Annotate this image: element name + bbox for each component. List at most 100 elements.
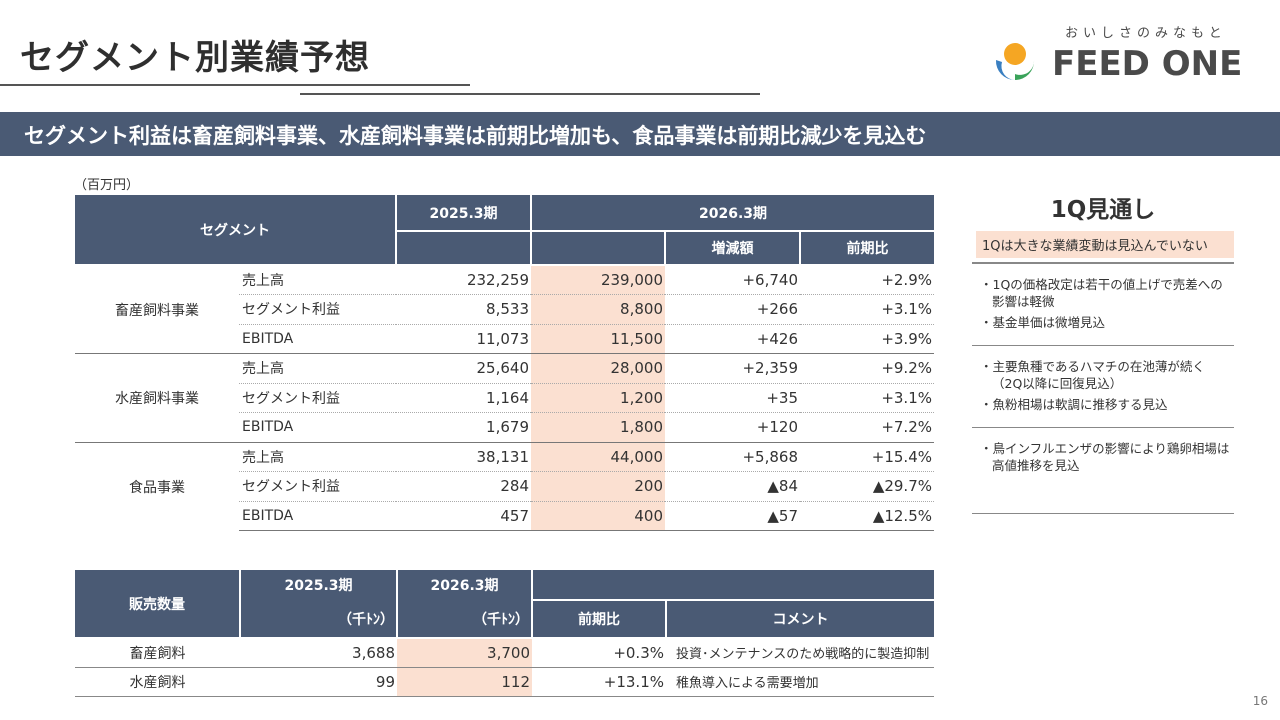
- outlook-bullet: ・主要魚種であるハマチの在池薄が続く（2Q以降に回復見込）: [980, 359, 1205, 391]
- header-yoy: 前期比: [800, 231, 934, 266]
- segment-name: 畜産飼料事業: [75, 264, 239, 354]
- value-yoy: ▲12.5%: [800, 500, 934, 531]
- feed-one-logo: おいしさのみなもと FEED ONE: [990, 22, 1260, 92]
- volume-yoy: +13.1%: [532, 667, 666, 697]
- value-change: ▲57: [665, 500, 800, 531]
- table-row: EBITDA 457 400 ▲57 ▲12.5%: [75, 500, 934, 531]
- q1-outlook-panel: 1Q見通し 1Qは大きな業績変動は見込んでいない ・1Qの価格改定は若干の値上げ…: [972, 195, 1234, 514]
- header-fy2026: 2026.3期: [531, 195, 934, 232]
- segment-name: 食品事業: [75, 441, 239, 531]
- value-fy2025: 8,533: [396, 294, 531, 324]
- metric-label: 売上高: [239, 353, 396, 383]
- outlook-block: ・1Qの価格改定は若干の値上げで売差への影響は軽微・基金単価は微増見込: [972, 264, 1234, 346]
- header-segment: セグメント: [75, 195, 397, 266]
- metric-label: 売上高: [239, 264, 396, 295]
- value-yoy: +15.4%: [800, 441, 934, 472]
- outlook-bullet: ・1Qの価格改定は若干の値上げで売差への影響は軽微: [980, 277, 1223, 309]
- outlook-bullet: ・基金単価は微増見込: [980, 315, 1106, 330]
- value-change: +426: [665, 323, 800, 354]
- logo-text: FEED ONE: [1052, 44, 1243, 84]
- value-fy2025: 1,164: [396, 382, 531, 413]
- header-fy2025-blank: [396, 231, 532, 266]
- outlook-title: 1Q見通し: [1050, 197, 1156, 223]
- value-fy2025: 457: [396, 500, 531, 531]
- table-row: 水産飼料 99 112 +13.1% 稚魚導入による需要増加: [75, 667, 934, 697]
- logo-tagline: おいしさのみなもと: [1065, 26, 1227, 41]
- segment-forecast-table: セグメント 2025.3期 2026.3期 増減額 前期比 畜産飼料事業 売上高 2…: [75, 195, 934, 531]
- header-fy2025: 2025.3期: [396, 195, 532, 232]
- header-change: 増減額: [665, 231, 801, 266]
- headline-banner: セグメント利益は畜産飼料事業、水産飼料事業は前期比増加も、食品事業は前期比減少を…: [0, 112, 1280, 156]
- volume-fy2025: 3,688: [240, 638, 397, 668]
- metric-label: 売上高: [239, 441, 396, 472]
- feed-one-logo-icon: [994, 40, 1036, 82]
- value-change: ▲84: [665, 471, 800, 501]
- table-row: セグメント利益 8,533 8,800 +266 +3.1%: [75, 294, 934, 324]
- unit-label: （百万円）: [74, 178, 140, 193]
- value-fy2025: 1,679: [396, 412, 531, 443]
- table-row: 畜産飼料 3,688 3,700 +0.3% 投資･メンテナンスのため戦略的に製造抑制: [75, 638, 934, 668]
- page-number: 16: [1252, 694, 1268, 708]
- value-yoy: +3.1%: [800, 382, 934, 413]
- value-yoy: +2.9%: [800, 264, 934, 295]
- value-fy2025: 38,131: [396, 441, 531, 472]
- page-title: セグメント別業績予想: [20, 38, 370, 78]
- product-name: 水産飼料: [75, 667, 240, 697]
- value-fy2026: 44,000: [531, 441, 665, 472]
- outlook-subtitle: 1Qは大きな業績変動は見込んでいない: [976, 231, 1234, 258]
- value-fy2026: 1,800: [531, 412, 665, 443]
- value-change: +2,359: [665, 353, 800, 383]
- segment-name: 水産飼料事業: [75, 353, 239, 442]
- volume-fy2026: 112: [397, 667, 532, 697]
- value-fy2025: 25,640: [396, 353, 531, 383]
- table-row: 水産飼料事業 売上高 25,640 28,000 +2,359 +9.2%: [75, 353, 934, 442]
- value-change: +266: [665, 294, 800, 324]
- value-fy2026: 28,000: [531, 353, 665, 383]
- volume-fy2025: 99: [240, 667, 397, 697]
- metric-label: セグメント利益: [239, 294, 396, 324]
- value-change: +5,868: [665, 441, 800, 472]
- title-rule: [0, 84, 470, 86]
- header-sales-volume: 販売数量: [75, 570, 241, 639]
- outlook-divider: [972, 262, 1234, 264]
- product-name: 畜産飼料: [75, 638, 240, 668]
- outlook-block: ・主要魚種であるハマチの在池薄が続く（2Q以降に回復見込） ・魚粉相場は軟調に推移…: [972, 346, 1234, 428]
- table-row: セグメント利益 284 200 ▲84 ▲29.7%: [75, 471, 934, 501]
- value-fy2026: 200: [531, 471, 665, 501]
- value-yoy: ▲29.7%: [800, 471, 934, 501]
- value-fy2025: 232,259: [396, 264, 531, 295]
- value-yoy: +3.1%: [800, 294, 934, 324]
- volume-comment: 稚魚導入による需要増加: [666, 667, 934, 697]
- value-change: +35: [665, 382, 800, 413]
- header-sales-fy2025: 2025.3期: [240, 570, 398, 600]
- value-change: +6,740: [665, 264, 800, 295]
- value-fy2026: 239,000: [531, 264, 665, 295]
- header-sales-comment: コメント: [666, 600, 934, 639]
- headline-text: セグメント利益は畜産飼料事業、水産飼料事業は前期比増加も、食品事業は前期比減少を…: [24, 124, 927, 148]
- value-change: +120: [665, 412, 800, 443]
- table-row: EBITDA 11,073 11,500 +426 +3.9%: [75, 323, 934, 354]
- value-fy2026: 11,500: [531, 323, 665, 354]
- metric-label: セグメント利益: [239, 382, 396, 413]
- value-fy2026: 1,200: [531, 382, 665, 413]
- title-rule: [300, 93, 760, 95]
- value-yoy: +3.9%: [800, 323, 934, 354]
- table-row: EBITDA 1,679 1,800 +120 +7.2%: [75, 412, 934, 443]
- outlook-bullet: ・鳥インフルエンザの影響により鶏卵相場は高値推移を見込: [980, 441, 1230, 473]
- outlook-block: ・鳥インフルエンザの影響により鶏卵相場は高値推移を見込: [972, 428, 1234, 514]
- metric-label: EBITDA: [239, 412, 396, 443]
- header-fy2026-blank: [531, 231, 666, 266]
- volume-yoy: +0.3%: [532, 638, 666, 668]
- metric-label: セグメント利益: [239, 471, 396, 501]
- table-row: セグメント利益 1,164 1,200 +35 +3.1%: [75, 382, 934, 413]
- value-yoy: +9.2%: [800, 353, 934, 383]
- metric-label: EBITDA: [239, 500, 396, 531]
- table-row: 食品事業 売上高 38,131 44,000 +5,868 +15.4%: [75, 441, 934, 531]
- value-yoy: +7.2%: [800, 412, 934, 443]
- value-fy2025: 11,073: [396, 323, 531, 354]
- header-sales-fy2026: 2026.3期: [397, 570, 533, 600]
- header-sales-blank: [532, 570, 934, 601]
- table-row: 畜産飼料事業 売上高 232,259 239,000 +6,740 +2.9%: [75, 264, 934, 354]
- header-sales-yoy: 前期比: [532, 600, 667, 639]
- value-fy2026: 400: [531, 500, 665, 531]
